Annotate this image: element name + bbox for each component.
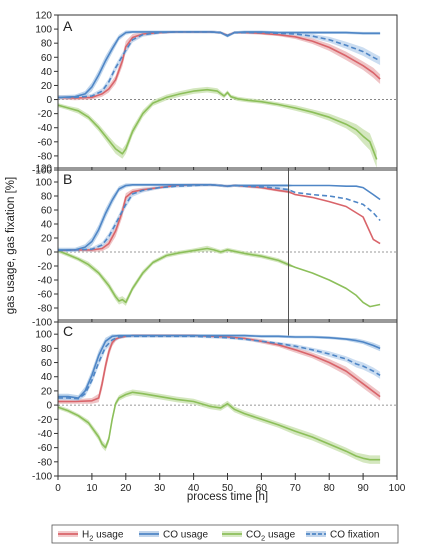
x-axis-title: process time [h] [187,491,268,503]
legend-item: H2 usage [58,530,124,543]
x-tick-label: 0 [55,483,61,494]
panel-a: 120 100 80 60 40 20 0 -20 -40 -60 -80 -100 A [32,11,398,177]
series-band-h2 [58,30,381,101]
y-tick-label: -40 [38,123,53,134]
y-tick-label: -100 [32,472,52,483]
y-tick-label: 100 [35,178,52,189]
series-line-co2 [58,391,381,461]
series-band-co [58,183,381,252]
y-tick-label: 40 [41,372,53,383]
x-tick-label: 80 [324,483,336,494]
series-band-cofix [58,183,381,252]
panels-layer: 120100806040200-20-40-60-80-100A12010080… [32,11,406,495]
panel-label: A [63,18,73,34]
x-tick-label: 70 [290,483,302,494]
legend-label: CO usage [163,530,208,541]
y-tick-label: -80 [38,457,53,468]
y-tick-label: 0 [46,401,52,412]
y-tick-label: -60 [38,443,53,454]
y-tick-label: 120 [35,11,52,22]
y-tick-label: -100 [32,166,52,177]
y-tick-label: 60 [41,206,53,217]
series-band-co2 [58,86,377,168]
x-tick-label: 50 [222,483,234,494]
legend-label: CO2 usage [246,530,296,543]
y-tick-label: -20 [38,262,53,273]
y-axis-title: gas usage, gas fixation [%] [5,177,17,314]
y-tick-label: 20 [41,386,53,397]
series-band-co2 [58,389,381,464]
y-tick-label: 0 [46,95,52,106]
series-line-co2 [58,247,381,308]
y-tick-label: 120 [35,164,52,175]
x-tick-label: 20 [120,483,132,494]
legend-item: CO2 usage [222,530,296,543]
series-line-cofix [58,31,381,99]
x-tick-label: 100 [389,483,406,494]
series-line-cofix [58,335,381,400]
y-tick-label: 40 [41,220,53,231]
series-line-co2 [58,88,378,160]
y-tick-label: 100 [35,330,52,341]
x-tick-label: 10 [86,483,98,494]
series-band-co [58,334,381,401]
series-line-cofix [58,184,381,252]
x-tick-label: 30 [154,483,166,494]
y-tick-label: 80 [41,192,53,203]
series-band-co2 [58,245,381,307]
panel-b: 120 100 80 60 40 20 0 -20 -40 -60 -80 -100 B [32,164,398,336]
plot-area [58,30,381,168]
legend: H2 usage CO usage CO2 usage CO fixation [51,524,399,544]
x-tick-label: 90 [358,483,370,494]
x-tick-label: 40 [188,483,200,494]
panel-label: B [63,171,72,187]
series-line-co [58,31,381,99]
y-tick-label: -20 [38,109,53,120]
y-tick-label: 20 [41,81,53,92]
y-tick-label: 80 [41,344,53,355]
y-tick-label: -40 [38,429,53,440]
panel-c: 100 80 60 40 20 0 -20 -40 -60 -80 -100 C [32,319,398,483]
plot-area [58,334,381,464]
y-tick-label: 60 [41,358,53,369]
y-tick-label: -60 [38,290,53,301]
panel-label: C [63,323,73,339]
y-tick-label: 20 [41,234,53,245]
y-tick-label: 0 [46,248,52,259]
legend-item: CO usage [139,530,208,541]
y-tick-label: 40 [41,67,53,78]
legend-item: CO fixation [306,530,379,541]
y-tick-label: -60 [38,137,53,148]
legend-label: H2 usage [82,530,124,543]
y-tick-label: 100 [35,25,52,36]
plot-area [58,183,381,308]
y-tick-label: 60 [41,53,53,64]
y-tick-label: -80 [38,304,53,315]
y-tick-label: 80 [41,39,53,50]
legend-label: CO fixation [330,530,379,541]
y-tick-label: -80 [38,151,53,162]
y-tick-label: -100 [32,318,52,329]
x-tick-label: 60 [256,483,268,494]
y-tick-label: -20 [38,415,53,426]
y-tick-label: -40 [38,276,53,287]
